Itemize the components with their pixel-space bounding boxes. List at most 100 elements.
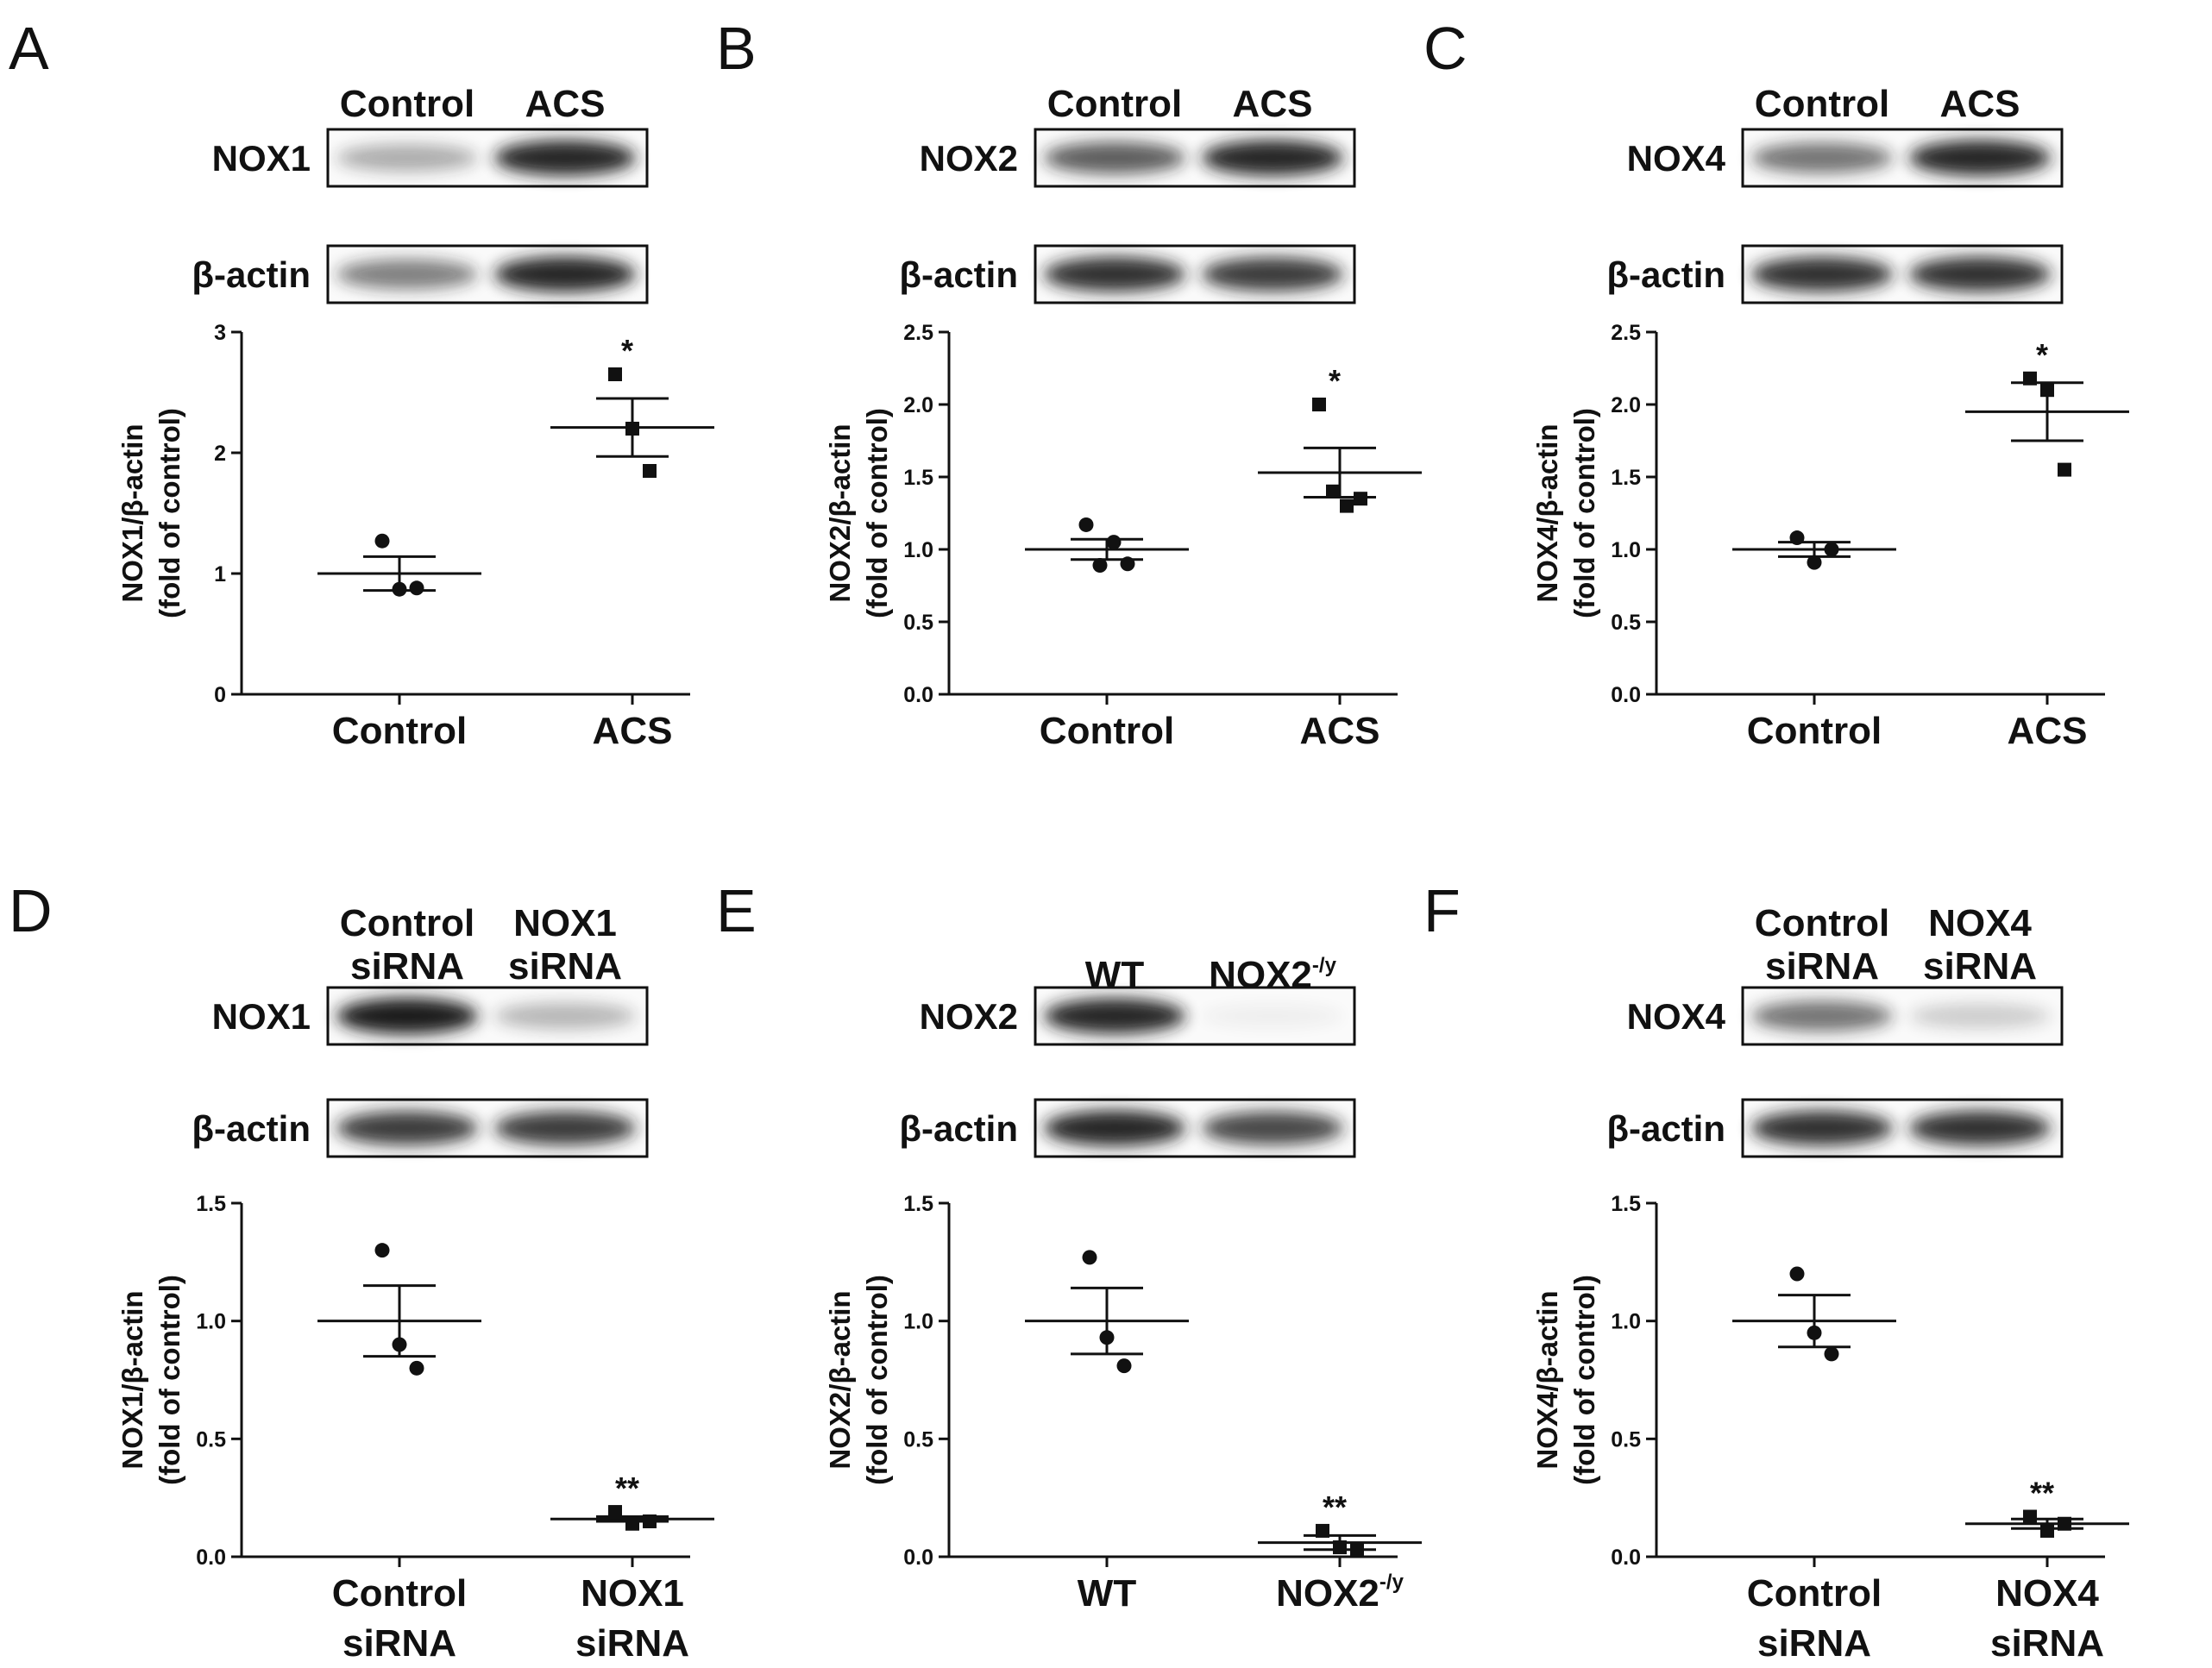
data-group-2: **	[1258, 1489, 1422, 1557]
x-category-label: Control	[332, 710, 467, 752]
lane-header: ACS	[525, 83, 606, 125]
blot-loading-control: β-actin	[1606, 244, 2064, 304]
data-point	[643, 1514, 657, 1528]
panel-letter: C	[1423, 15, 1467, 82]
panel-b: B Control ACS NOX2 β-actin 0.0 0.5 1.0 1.5 2.0 2.5…	[716, 15, 1422, 752]
y-tick-label: 2.5	[1611, 321, 1641, 345]
data-point	[1824, 542, 1839, 557]
lane-header: siRNA	[1923, 945, 2037, 988]
lane-header: Control	[1755, 902, 1889, 944]
data-group-1	[317, 533, 481, 597]
y-tick-label: 1.0	[903, 538, 933, 562]
blot-band	[1202, 1004, 1343, 1028]
blot-target: NOX4	[1627, 128, 2064, 188]
y-tick-label: 1.0	[903, 1310, 933, 1334]
data-point	[409, 1360, 424, 1376]
y-axis-label: NOX1/β-actin	[116, 423, 148, 602]
y-tick-label: 1.0	[1611, 538, 1641, 562]
x-category-label: ACS	[593, 710, 673, 752]
panel-letter: E	[716, 877, 757, 944]
data-point	[1807, 1325, 1822, 1340]
data-point	[1082, 1250, 1097, 1265]
x-category-label: WT	[1078, 1572, 1137, 1615]
lane-header: ACS	[1940, 83, 2020, 125]
y-tick-label: 0.0	[1611, 1546, 1641, 1570]
lane-header: ACS	[1233, 83, 1313, 125]
data-point	[608, 1505, 622, 1520]
significance-marker: *	[621, 333, 633, 368]
data-point	[2023, 371, 2037, 386]
y-tick-label: 1.5	[1611, 1192, 1641, 1216]
lane-header: siRNA	[508, 945, 622, 988]
data-group-2: **	[1965, 1476, 2129, 1538]
lane-header: Control	[340, 83, 474, 125]
y-tick-label: 3	[214, 321, 226, 345]
blot-band	[1044, 256, 1185, 292]
x-category-label: Control	[1747, 710, 1882, 752]
panel-letter: B	[716, 15, 757, 82]
blot-label: NOX2	[920, 996, 1018, 1037]
panel-a: A Control ACS NOX1 β-actin 0 1 2 3 NOX1/β-actin (f…	[9, 15, 714, 752]
blot-band	[1202, 1111, 1343, 1145]
y-tick-label: 0.0	[196, 1546, 226, 1570]
blot-target: NOX2	[920, 128, 1356, 188]
x-category-superscript: -/y	[1379, 1571, 1404, 1594]
blot-band	[494, 256, 636, 292]
y-tick-label: 0.5	[903, 1427, 933, 1452]
blot-band	[1751, 1000, 1893, 1032]
significance-marker: **	[2030, 1476, 2054, 1511]
y-axis-label: NOX2/β-actin	[824, 1290, 856, 1469]
data-point	[625, 1516, 639, 1531]
data-point	[1312, 398, 1326, 411]
panel-letter: F	[1423, 877, 1461, 944]
x-category-label: ACS	[1300, 710, 1380, 752]
x-category-label: Control	[332, 1572, 467, 1615]
data-group-2: *	[1965, 337, 2129, 477]
lane-header: siRNA	[1765, 945, 1879, 988]
blot-loading-control: β-actin	[1606, 1098, 2064, 1158]
blot-label: β-actin	[899, 1108, 1018, 1149]
data-point	[392, 1337, 407, 1352]
y-tick-label: 2.0	[1611, 393, 1641, 417]
y-axis-label: (fold of control)	[861, 1275, 893, 1485]
y-tick-label: 0.5	[1611, 611, 1641, 635]
significance-marker: **	[615, 1470, 639, 1506]
data-group-1	[1732, 1266, 1896, 1362]
blot-band	[1751, 1110, 1893, 1146]
y-axis-label: (fold of control)	[154, 408, 185, 618]
significance-marker: *	[2036, 337, 2048, 373]
data-point	[1807, 555, 1822, 570]
y-tick-label: 1	[214, 562, 226, 586]
y-axis-label: (fold of control)	[154, 1275, 185, 1485]
lane-header: NOX4	[1928, 902, 2032, 944]
data-point	[2058, 462, 2071, 477]
blot-label: NOX2	[920, 138, 1018, 179]
x-category-label: siRNA	[575, 1622, 689, 1665]
panel-d: D ControlsiRNANOX1siRNANOX1β-actin0.00.51…	[9, 877, 714, 1665]
y-tick-label: 1.0	[1611, 1310, 1641, 1334]
y-axis-label: (fold of control)	[861, 408, 893, 618]
blot-loading-control: β-actin	[192, 244, 649, 304]
data-point	[1316, 1523, 1329, 1538]
y-tick-label: 2	[214, 442, 226, 466]
y-axis-label: (fold of control)	[1568, 1275, 1600, 1485]
blot-loading-control: β-actin	[899, 1098, 1356, 1158]
blot-band	[1044, 1110, 1185, 1146]
lane-header: Control	[1047, 83, 1182, 125]
blot-band	[1909, 1110, 2051, 1146]
y-tick-label: 2.5	[903, 321, 933, 345]
blot-band	[1751, 142, 1893, 173]
significance-marker: *	[1329, 363, 1341, 398]
data-group-1	[1025, 517, 1189, 573]
y-tick-label: 2.0	[903, 393, 933, 417]
data-point	[1326, 484, 1340, 499]
y-tick-label: 1.5	[1611, 466, 1641, 490]
y-tick-label: 0.5	[903, 611, 933, 635]
blot-loading-control: β-actin	[899, 244, 1356, 304]
blot-label: β-actin	[192, 254, 311, 295]
blot-target: NOX1	[212, 128, 649, 188]
blot-label: β-actin	[1606, 254, 1725, 295]
y-axis-label: NOX4/β-actin	[1531, 1290, 1563, 1469]
y-tick-label: 1.5	[903, 466, 933, 490]
data-point	[1099, 1330, 1115, 1345]
